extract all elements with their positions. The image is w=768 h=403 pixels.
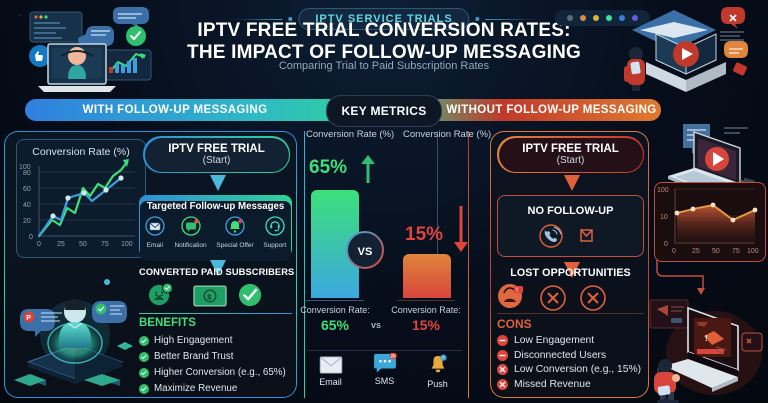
svg-text:60: 60 (23, 186, 31, 193)
svg-text:40: 40 (23, 202, 31, 209)
svg-text:!: ! (705, 334, 708, 343)
svg-text:50: 50 (79, 241, 87, 248)
svg-text:!: ! (516, 288, 518, 294)
svg-text:75: 75 (101, 241, 109, 248)
svg-text:25: 25 (57, 241, 65, 248)
svg-text:0: 0 (664, 241, 668, 248)
svg-text:0: 0 (29, 234, 33, 241)
svg-text:0: 0 (672, 248, 676, 255)
svg-text:75: 75 (732, 248, 740, 255)
svg-text:100: 100 (19, 164, 31, 171)
svg-text:25: 25 (692, 248, 700, 255)
svg-text:P: P (26, 315, 31, 322)
svg-text:100: 100 (121, 241, 133, 248)
svg-text:2h: 2h (390, 354, 395, 359)
svg-text:0: 0 (37, 241, 41, 248)
svg-text:100: 100 (657, 187, 669, 194)
svg-text:100: 100 (747, 248, 759, 255)
svg-text:10: 10 (660, 214, 668, 221)
svg-text:!: ! (442, 355, 443, 360)
svg-text:80: 80 (23, 170, 31, 177)
svg-text:50: 50 (712, 248, 720, 255)
svg-text:20: 20 (23, 218, 31, 225)
svg-text:VS: VS (358, 246, 373, 258)
